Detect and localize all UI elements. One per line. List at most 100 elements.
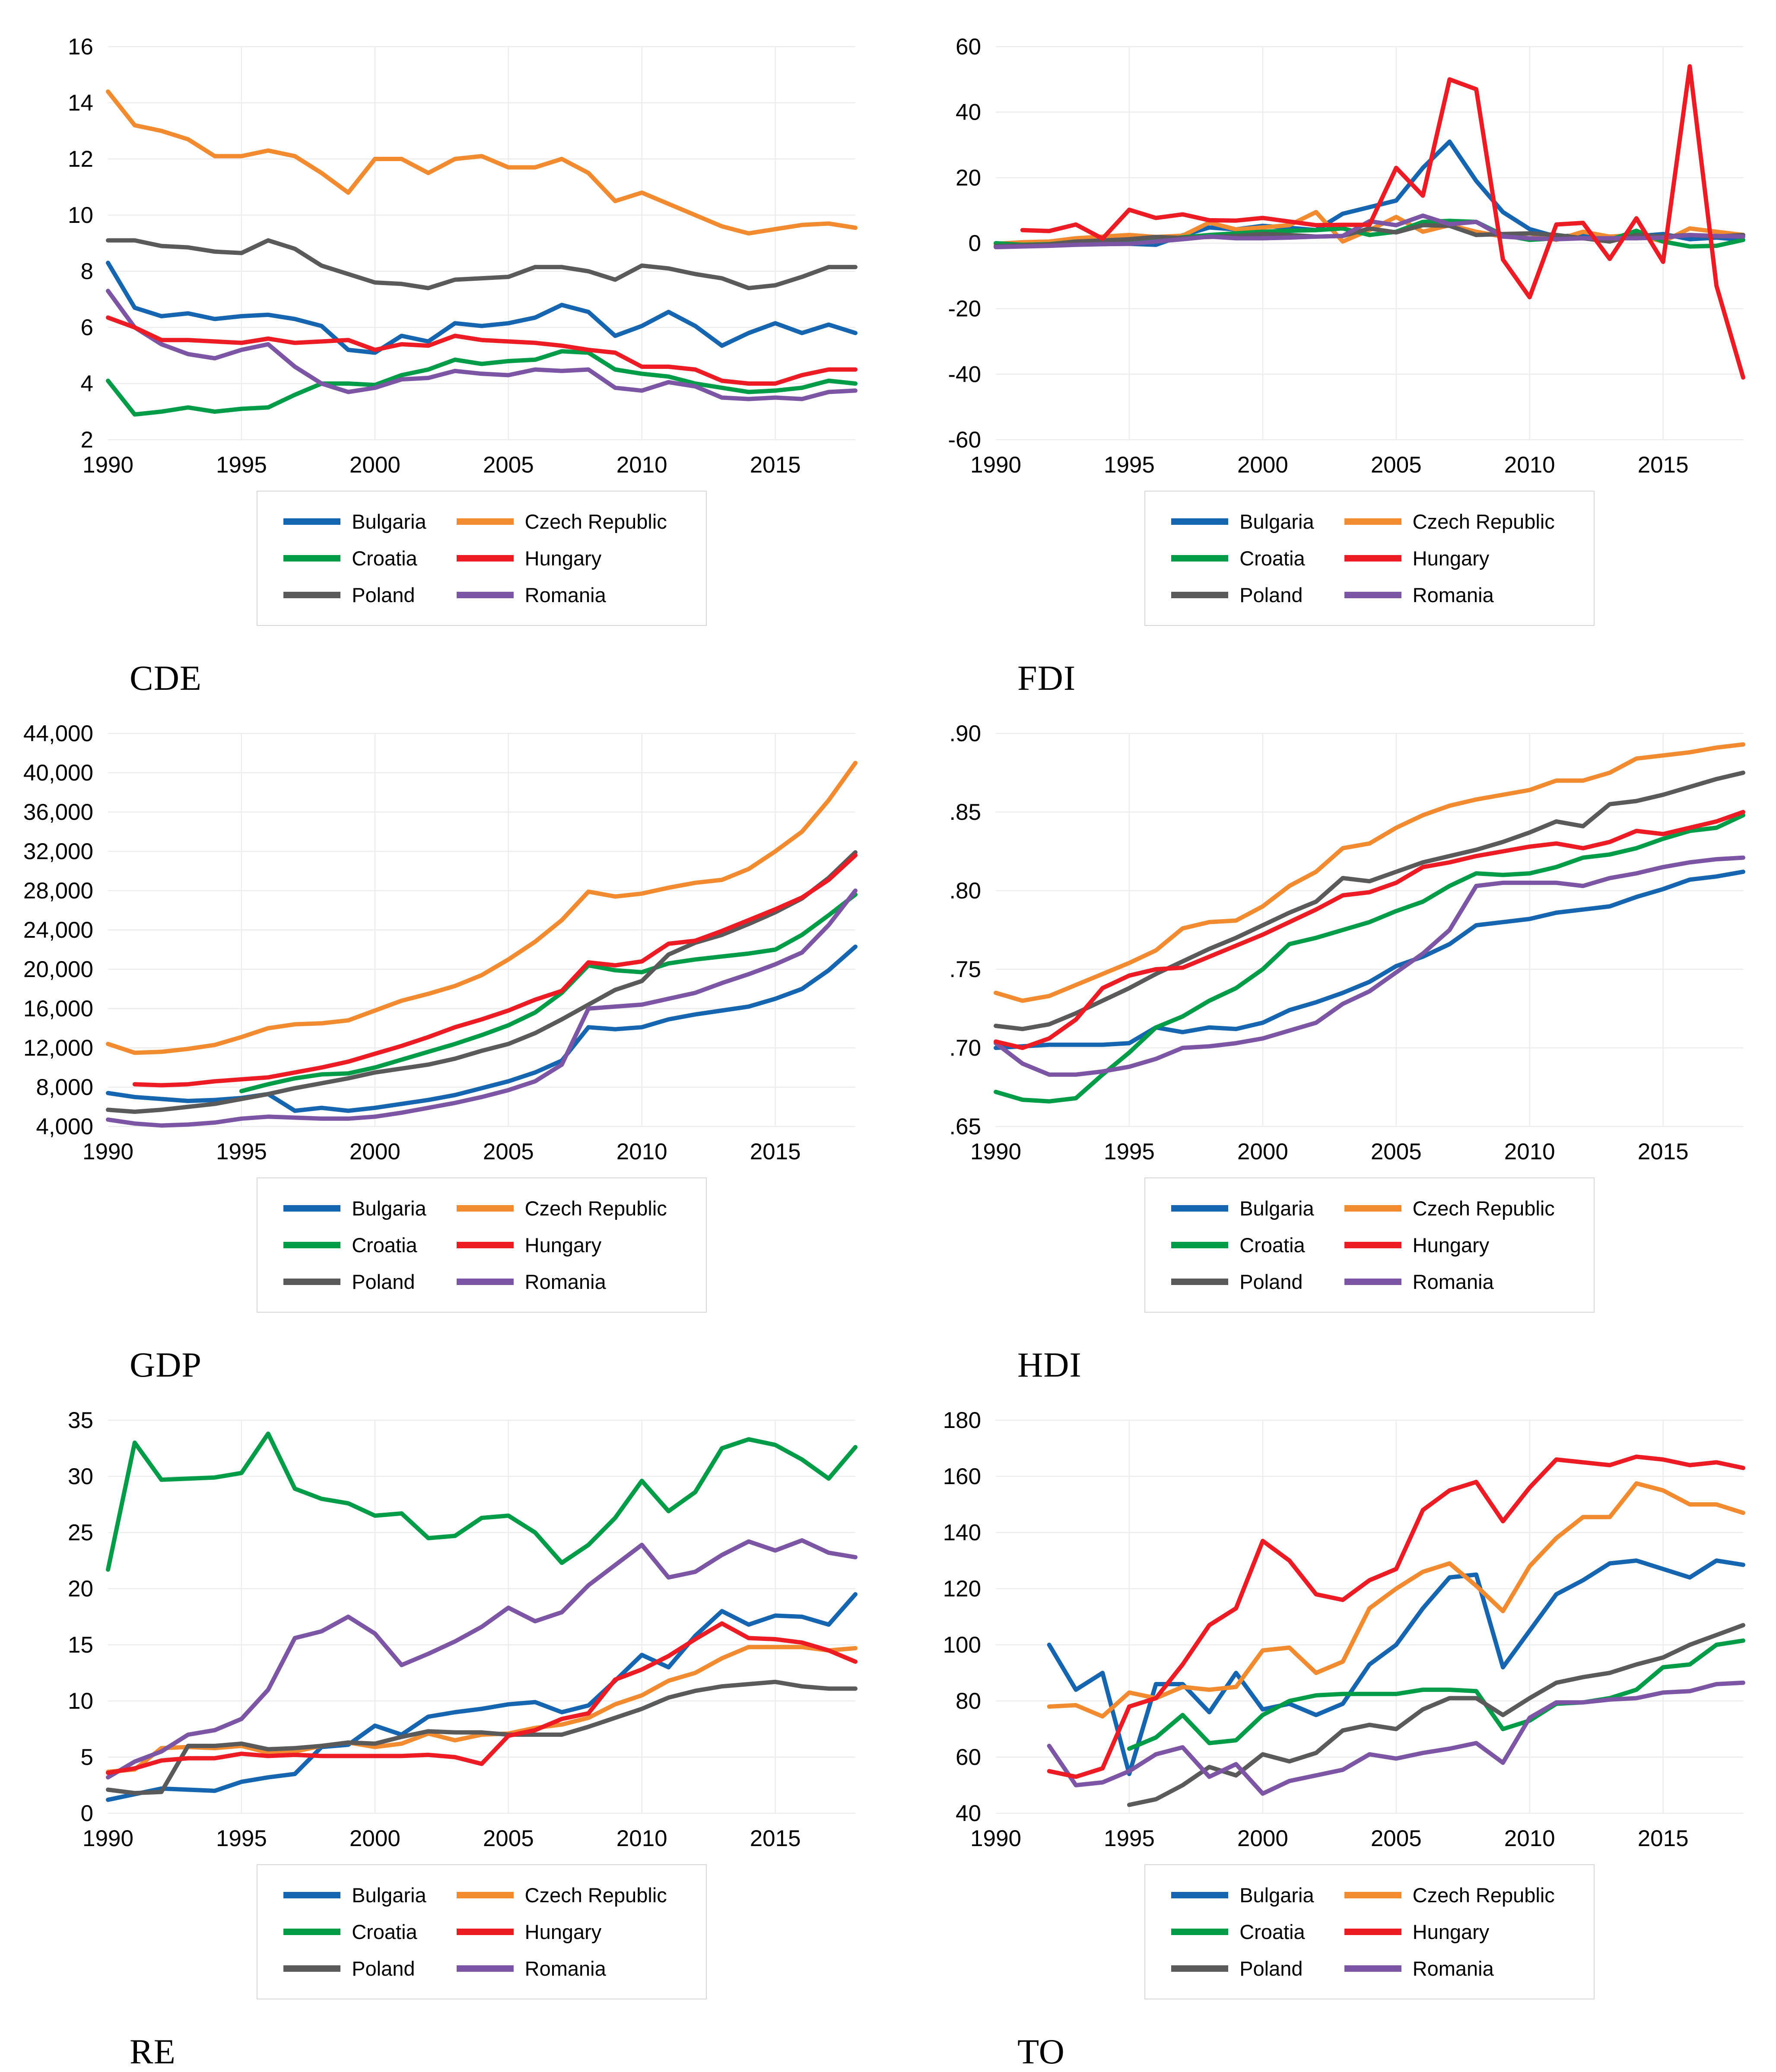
x-tick-label: 2000	[1237, 1139, 1288, 1165]
legend-label-croatia: Croatia	[1239, 1920, 1305, 1943]
legend-label-poland: Poland	[352, 584, 415, 606]
y-tick-label: 180	[943, 1408, 981, 1433]
legend: Bulgaria Czech Republic Croatia Hungary Pola…	[1144, 1177, 1595, 1313]
y-tick-label: 5	[81, 1745, 93, 1770]
panel-to: 40 60 80 100 120 140 160 180 1990 1995 2000 2005 201…	[888, 1374, 1776, 2071]
series-czech-republic	[994, 742, 1745, 1003]
legend-item-bulgaria: Bulgaria	[1171, 1198, 1314, 1218]
legend-label-croatia: Croatia	[352, 1234, 417, 1257]
legend-item-croatia: Croatia	[1171, 1235, 1314, 1255]
legend-swatch-poland	[283, 1965, 341, 1972]
x-tick-label: 2010	[1504, 1826, 1555, 1851]
legend-label-poland: Poland	[1239, 584, 1303, 606]
chart-title-to: TO	[1017, 2032, 1065, 2071]
series-hungary	[106, 1621, 858, 1775]
y-tick-label: 8	[81, 259, 93, 284]
legend-label-bulgaria: Bulgaria	[1239, 1197, 1314, 1220]
y-tick-label: 40,000	[23, 760, 93, 786]
x-tick-label: 1995	[216, 1139, 267, 1165]
legend-swatch-czech-republic	[1344, 518, 1401, 525]
x-tick-label: 1990	[970, 1139, 1021, 1165]
legend-label-bulgaria: Bulgaria	[1239, 1884, 1314, 1907]
y-tick-label: 20	[956, 165, 981, 190]
y-tick-label: 20,000	[23, 957, 93, 982]
series-hungary	[994, 810, 1745, 1050]
x-tick-label: 2005	[483, 452, 534, 478]
legend-swatch-czech-republic	[456, 1892, 514, 1898]
legend-item-romania: Romania	[456, 1270, 667, 1293]
legend-label-poland: Poland	[1239, 1957, 1303, 1980]
legend-item-czech-republic: Czech Republic	[1344, 1885, 1555, 1905]
panel-fdi: -60 -40 -20 0 20 40 60 1990 1995 2000 2005 2010 2015…	[888, 0, 1776, 698]
panel-gdp: 4,000 8,000 12,000 16,000 20,000 24,000 28,000…	[0, 687, 888, 1384]
y-tick-label: -60	[948, 427, 981, 453]
series-hungary	[1047, 1454, 1745, 1779]
legend-swatch-hungary	[1344, 1929, 1401, 1935]
y-tick-label: 160	[943, 1464, 981, 1489]
legend-item-croatia: Croatia	[283, 1235, 426, 1255]
y-tick-label: .75	[949, 957, 981, 982]
legend-swatch-poland	[1171, 1279, 1229, 1285]
series-romania	[106, 289, 858, 401]
y-tick-label: 40	[956, 100, 981, 125]
y-tick-label: -40	[948, 362, 981, 387]
x-tick-label: 1990	[970, 452, 1021, 478]
series-poland	[106, 850, 858, 1114]
y-tick-label: 4	[81, 371, 93, 397]
legend-label-hungary: Hungary	[524, 547, 602, 570]
legend-label-bulgaria: Bulgaria	[352, 1197, 426, 1220]
legend-label-romania: Romania	[524, 1270, 606, 1293]
legend-label-hungary: Hungary	[524, 1920, 602, 1943]
legend-label-croatia: Croatia	[352, 547, 417, 570]
legend-swatch-bulgaria	[283, 1205, 341, 1212]
y-tick-label: 6	[81, 315, 93, 340]
legend-item-romania: Romania	[456, 1958, 667, 1979]
legend-label-bulgaria: Bulgaria	[1239, 510, 1314, 533]
y-tick-label: 20	[68, 1576, 93, 1602]
y-tick-label: 14	[68, 90, 93, 116]
y-tick-label: .70	[949, 1035, 981, 1061]
series-czech-republic	[106, 761, 858, 1055]
legend-label-czech-republic: Czech Republic	[524, 1884, 667, 1907]
legend: Bulgaria Czech Republic Croatia Hungary Pola…	[1144, 1864, 1595, 1999]
legend-label-croatia: Croatia	[1239, 1234, 1305, 1257]
legend-item-romania: Romania	[456, 585, 667, 605]
legend-item-croatia: Croatia	[283, 548, 426, 568]
legend-item-czech-republic: Czech Republic	[456, 1197, 667, 1220]
legend-swatch-hungary	[1344, 1242, 1401, 1248]
x-tick-label: 2015	[1638, 452, 1689, 478]
legend-swatch-hungary	[456, 555, 514, 562]
y-tick-label: 4,000	[36, 1114, 93, 1139]
legend-label-poland: Poland	[352, 1270, 415, 1293]
legend-item-poland: Poland	[1171, 1272, 1314, 1292]
y-tick-label: 80	[956, 1688, 981, 1714]
legend-label-hungary: Hungary	[1412, 1920, 1490, 1943]
legend-item-czech-republic: Czech Republic	[1344, 511, 1555, 532]
legend-item-poland: Poland	[1171, 1958, 1314, 1979]
y-tick-label: 140	[943, 1520, 981, 1545]
x-tick-label: 1995	[216, 1826, 267, 1851]
x-tick-label: 2000	[349, 1139, 400, 1165]
legend-item-croatia: Croatia	[283, 1922, 426, 1942]
legend-swatch-hungary	[456, 1929, 514, 1935]
y-tick-label: 36,000	[23, 800, 93, 825]
legend-label-czech-republic: Czech Republic	[524, 1197, 667, 1220]
legend-swatch-bulgaria	[1171, 1892, 1229, 1898]
y-tick-label: .80	[949, 878, 981, 904]
legend-item-croatia: Croatia	[1171, 1922, 1314, 1942]
legend-item-poland: Poland	[1171, 585, 1314, 605]
series-poland	[1127, 1623, 1745, 1807]
legend-wrap: Bulgaria Czech Republic Croatia Hungary Pola…	[108, 1864, 855, 1999]
legend-swatch-czech-republic	[1344, 1892, 1401, 1898]
legend-swatch-croatia	[283, 1242, 341, 1248]
legend-item-hungary: Hungary	[456, 1235, 667, 1255]
chart-title-cde: CDE	[130, 658, 202, 698]
series-bulgaria	[106, 260, 858, 355]
series-romania	[994, 855, 1745, 1077]
legend-item-romania: Romania	[1344, 585, 1555, 605]
legend-item-bulgaria: Bulgaria	[283, 511, 426, 532]
re-chart: 0 5 10 15 20 25 30 35 1990 1995 2000 2005 2010 2015	[68, 1408, 858, 1851]
legend-item-hungary: Hungary	[456, 1920, 667, 1943]
legend: Bulgaria Czech Republic Croatia Hungary Pola…	[257, 1177, 707, 1313]
legend: Bulgaria Czech Republic Croatia Hungary Pola…	[257, 1864, 707, 1999]
